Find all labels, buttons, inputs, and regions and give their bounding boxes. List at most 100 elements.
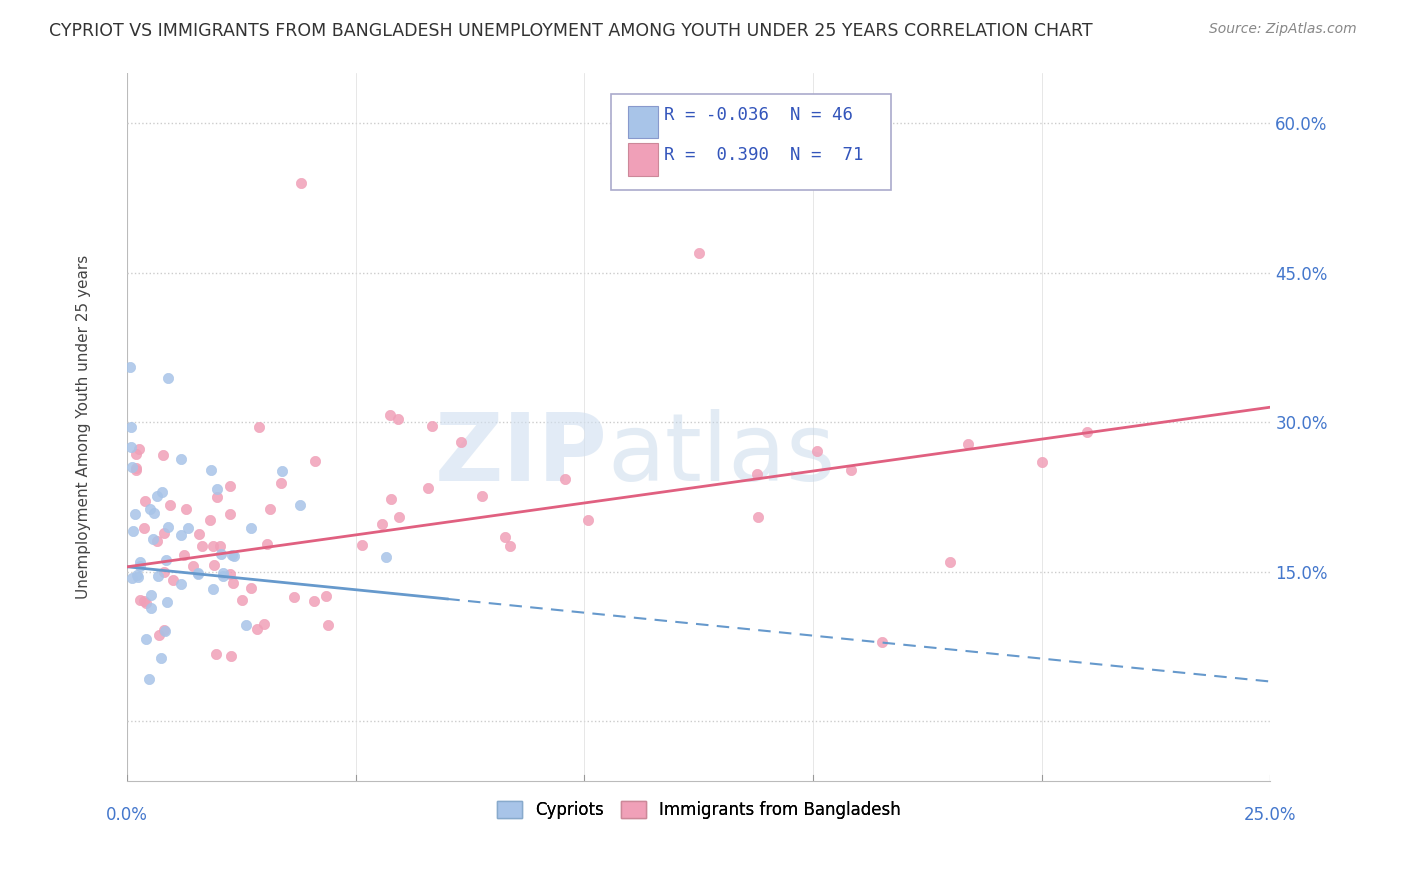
Point xyxy=(554,472,576,486)
Point xyxy=(240,520,263,534)
Point xyxy=(302,594,325,608)
Point xyxy=(201,539,224,553)
Point xyxy=(138,672,160,686)
Point xyxy=(259,501,281,516)
Point xyxy=(125,460,148,475)
Point xyxy=(806,443,828,458)
Point xyxy=(208,539,231,553)
Point xyxy=(378,408,401,422)
Point xyxy=(218,567,240,582)
Text: R =  0.390  N =  71: R = 0.390 N = 71 xyxy=(665,146,863,164)
Point xyxy=(173,548,195,562)
Point xyxy=(129,558,152,573)
Point xyxy=(170,528,193,542)
Point xyxy=(148,627,170,641)
Point xyxy=(388,509,411,524)
Point xyxy=(247,420,270,434)
Point xyxy=(494,530,516,544)
Point xyxy=(221,575,243,590)
Point xyxy=(198,513,221,527)
Point xyxy=(125,447,148,461)
Point xyxy=(121,571,143,585)
Point xyxy=(142,532,165,546)
Point xyxy=(134,521,156,535)
Point xyxy=(127,568,149,582)
Point xyxy=(1031,455,1053,469)
Point xyxy=(211,566,233,580)
Point xyxy=(221,548,243,562)
Text: Unemployment Among Youth under 25 years: Unemployment Among Youth under 25 years xyxy=(76,255,91,599)
Point xyxy=(270,464,292,478)
Point xyxy=(125,463,148,477)
Point xyxy=(149,651,172,665)
Point xyxy=(134,494,156,508)
Point xyxy=(121,460,143,475)
Text: atlas: atlas xyxy=(607,409,835,501)
Point xyxy=(747,509,769,524)
Point xyxy=(128,442,150,457)
Point xyxy=(159,498,181,512)
Point xyxy=(288,498,311,512)
Point xyxy=(139,502,162,516)
Point xyxy=(315,589,337,603)
Point xyxy=(839,463,862,477)
Point xyxy=(120,420,142,434)
Point xyxy=(499,539,522,553)
Point xyxy=(156,520,179,534)
Point xyxy=(118,360,141,375)
Point xyxy=(169,451,191,466)
Point xyxy=(253,616,276,631)
Point xyxy=(211,548,233,562)
FancyBboxPatch shape xyxy=(610,95,891,190)
Point xyxy=(188,527,211,541)
Point xyxy=(418,481,440,495)
Point xyxy=(870,634,893,648)
Point xyxy=(219,649,242,664)
FancyBboxPatch shape xyxy=(628,105,658,138)
Text: R = -0.036  N = 46: R = -0.036 N = 46 xyxy=(665,106,853,125)
Point xyxy=(939,555,962,569)
Point xyxy=(134,594,156,608)
Point xyxy=(202,582,225,597)
Point xyxy=(202,558,225,572)
Point xyxy=(146,534,169,549)
Point xyxy=(155,553,177,567)
Point xyxy=(212,568,235,582)
Point xyxy=(124,507,146,521)
Point xyxy=(235,618,257,632)
Point xyxy=(350,538,373,552)
Text: CYPRIOT VS IMMIGRANTS FROM BANGLADESH UNEMPLOYMENT AMONG YOUTH UNDER 25 YEARS CO: CYPRIOT VS IMMIGRANTS FROM BANGLADESH UN… xyxy=(49,22,1092,40)
Point xyxy=(187,566,209,580)
Point xyxy=(688,245,710,260)
Point xyxy=(153,623,176,637)
Point xyxy=(150,484,173,499)
Point xyxy=(450,434,472,449)
Point xyxy=(283,590,305,604)
Point xyxy=(187,566,209,581)
Text: 25.0%: 25.0% xyxy=(1244,806,1296,824)
Point xyxy=(143,506,166,520)
FancyBboxPatch shape xyxy=(628,143,658,176)
Point xyxy=(153,624,176,639)
Point xyxy=(157,371,180,385)
Point xyxy=(156,595,179,609)
Text: ZIP: ZIP xyxy=(434,409,607,501)
Point xyxy=(219,478,242,492)
Point xyxy=(387,412,409,426)
Point xyxy=(205,647,228,661)
Point xyxy=(375,549,398,564)
Point xyxy=(471,489,494,503)
Point xyxy=(170,577,193,591)
Point xyxy=(239,581,262,595)
Point xyxy=(256,536,278,550)
Point xyxy=(371,517,394,532)
Point xyxy=(183,558,205,573)
Point xyxy=(127,570,149,584)
Point xyxy=(205,483,228,497)
Point xyxy=(205,491,228,505)
Point xyxy=(422,418,444,433)
Text: Source: ZipAtlas.com: Source: ZipAtlas.com xyxy=(1209,22,1357,37)
Point xyxy=(174,501,197,516)
Point xyxy=(141,601,163,615)
Point xyxy=(1076,425,1098,439)
